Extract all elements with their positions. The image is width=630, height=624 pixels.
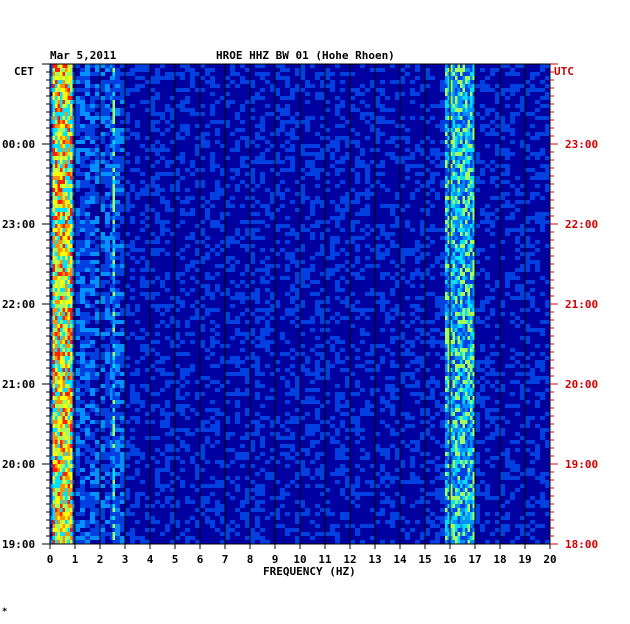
right-tick-label: 23:00	[565, 138, 599, 151]
footer-mark: *	[2, 607, 8, 617]
x-tick-label: 15	[418, 553, 431, 566]
right-tick-label: 21:00	[565, 298, 599, 311]
right-tick-label: 19:00	[565, 458, 599, 471]
left-tick-label: 21:00	[2, 378, 36, 391]
x-tick-label: 13	[368, 553, 381, 566]
x-tick-label: 9	[272, 553, 279, 566]
x-tick-label: 12	[343, 553, 356, 566]
x-tick-label: 2	[97, 553, 104, 566]
left-tick-label: 20:00	[2, 458, 36, 471]
cet-axis-label: CET	[14, 65, 34, 78]
x-tick-label: 19	[518, 553, 531, 566]
x-tick-label: 10	[293, 553, 306, 566]
date-label: Mar 5,2011	[50, 49, 117, 62]
x-tick-label: 11	[318, 553, 332, 566]
left-tick-label: 00:00	[2, 138, 36, 151]
right-tick-label: 22:00	[565, 218, 599, 231]
x-tick-label: 7	[222, 553, 229, 566]
right-tick-label: 20:00	[565, 378, 599, 391]
station-title: HROE HHZ BW 01 (Hohe Rhoen)	[216, 49, 395, 62]
utc-axis-label: UTC	[554, 65, 574, 78]
x-tick-label: 14	[393, 553, 407, 566]
x-tick-label: 0	[47, 553, 54, 566]
right-tick-label: 18:00	[565, 538, 599, 551]
left-tick-label: 23:00	[2, 218, 36, 231]
x-tick-label: 6	[197, 553, 204, 566]
x-tick-label: 5	[172, 553, 179, 566]
x-tick-label: 4	[147, 553, 154, 566]
x-tick-label: 18	[493, 553, 506, 566]
x-tick-label: 20	[543, 553, 556, 566]
left-tick-label: 22:00	[2, 298, 36, 311]
x-tick-label: 3	[122, 553, 129, 566]
x-tick-label: 17	[468, 553, 481, 566]
x-tick-label: 16	[443, 553, 457, 566]
x-axis-title: FREQUENCY (HZ)	[263, 565, 356, 578]
x-tick-label: 8	[247, 553, 254, 566]
left-tick-label: 19:00	[2, 538, 36, 551]
x-tick-label: 1	[72, 553, 79, 566]
spectral-intensity-layer	[50, 64, 550, 544]
